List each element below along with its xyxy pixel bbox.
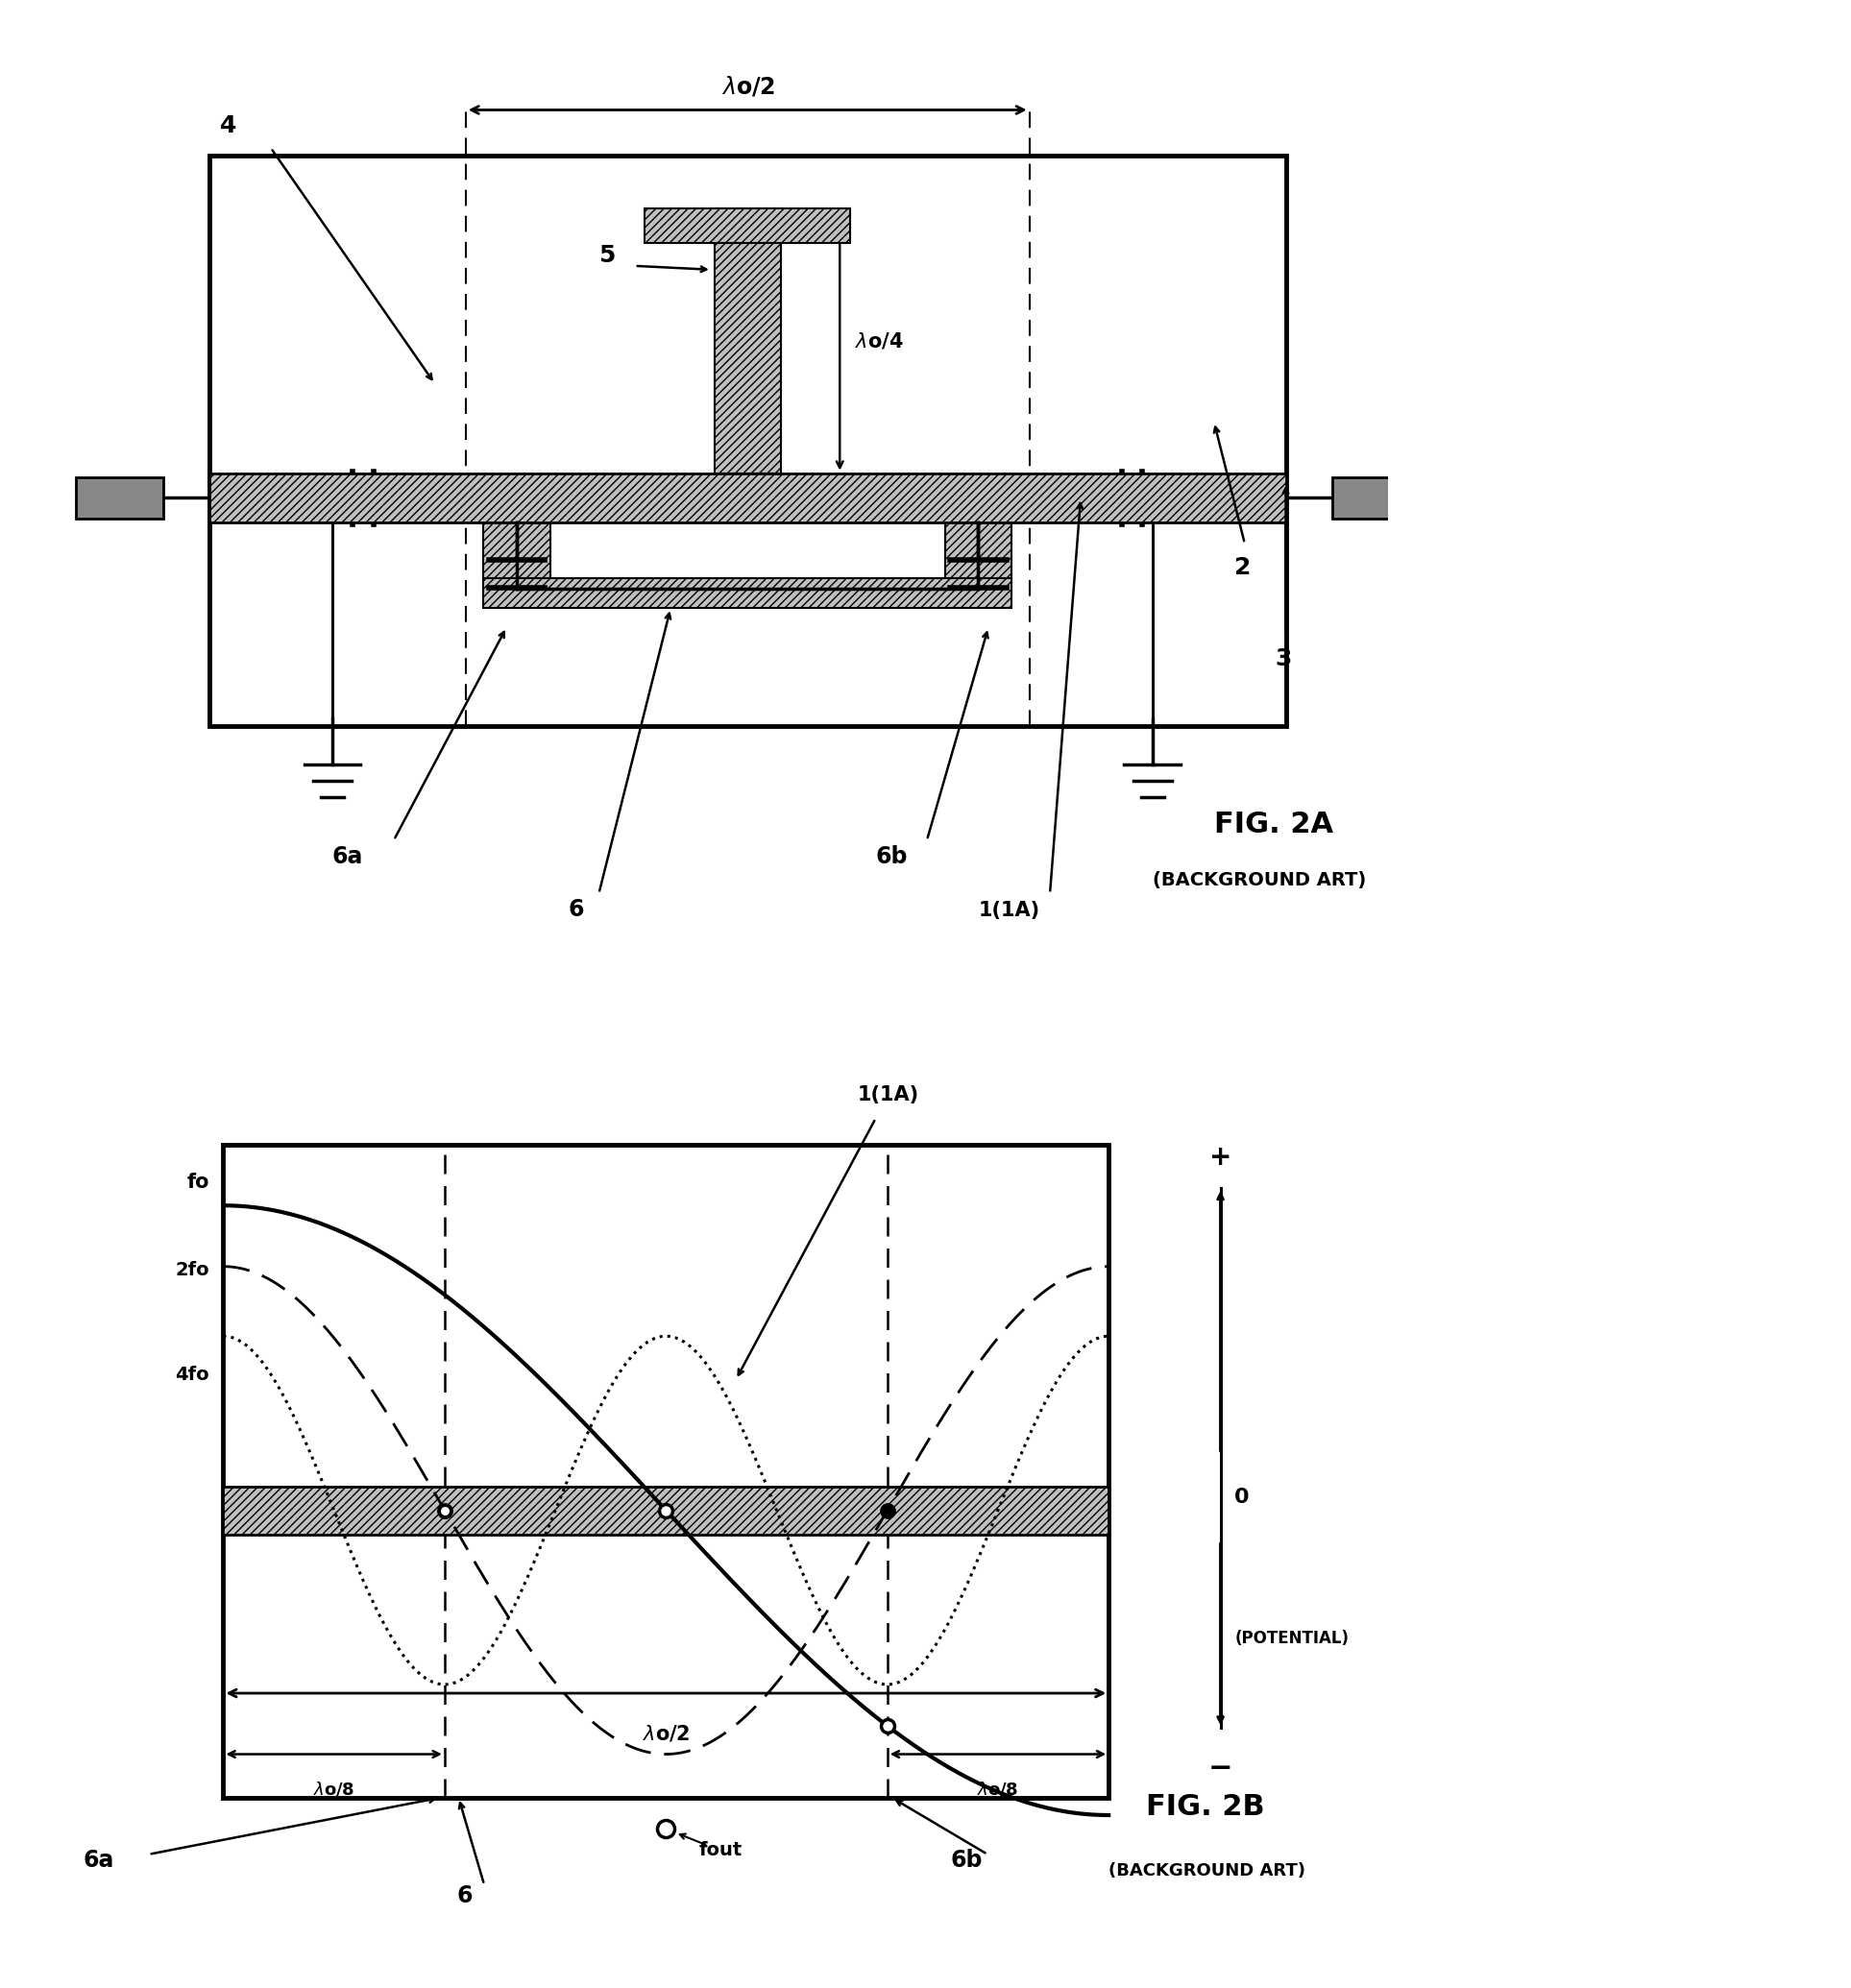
Text: −: − bbox=[1209, 1753, 1233, 1781]
Text: 6b: 6b bbox=[950, 1849, 983, 1873]
Text: 2: 2 bbox=[1235, 557, 1251, 579]
Bar bbox=[76, 477, 163, 519]
Text: 5: 5 bbox=[600, 245, 616, 266]
Text: $\lambda$o/4: $\lambda$o/4 bbox=[855, 330, 903, 352]
Text: 6b: 6b bbox=[876, 845, 907, 869]
Bar bbox=[944, 523, 1011, 588]
Bar bbox=[483, 523, 550, 588]
Text: 1(1A): 1(1A) bbox=[977, 901, 1040, 920]
Text: $\lambda$o/2: $\lambda$o/2 bbox=[720, 74, 774, 99]
Bar bbox=[209, 155, 1286, 726]
Bar bbox=[714, 209, 781, 473]
Bar bbox=[224, 1487, 1109, 1535]
Text: 3: 3 bbox=[1275, 646, 1292, 670]
Text: 6: 6 bbox=[568, 899, 583, 920]
Text: 1(1A): 1(1A) bbox=[857, 1085, 918, 1105]
Text: fout: fout bbox=[698, 1841, 742, 1859]
Text: +: + bbox=[1209, 1143, 1231, 1171]
Text: $\lambda$o/8: $\lambda$o/8 bbox=[313, 1781, 355, 1799]
Text: 6a: 6a bbox=[83, 1849, 115, 1873]
Text: 6a: 6a bbox=[333, 845, 363, 869]
Text: (BACKGROUND ART): (BACKGROUND ART) bbox=[1109, 1863, 1305, 1881]
Text: 4fo: 4fo bbox=[176, 1366, 209, 1384]
Bar bbox=[209, 473, 1286, 523]
Text: (BACKGROUND ART): (BACKGROUND ART) bbox=[1153, 871, 1366, 889]
Text: FIG. 2A: FIG. 2A bbox=[1214, 811, 1333, 839]
Bar bbox=[644, 209, 850, 243]
Bar bbox=[483, 579, 1011, 608]
Bar bbox=[224, 1145, 1109, 1797]
Text: 4: 4 bbox=[220, 115, 237, 137]
Text: FIG. 2B: FIG. 2B bbox=[1146, 1793, 1264, 1821]
Text: fo: fo bbox=[187, 1173, 209, 1193]
Text: $\lambda$o/8: $\lambda$o/8 bbox=[977, 1781, 1018, 1799]
Bar bbox=[1333, 477, 1420, 519]
Text: 2fo: 2fo bbox=[176, 1260, 209, 1278]
Text: (POTENTIAL): (POTENTIAL) bbox=[1235, 1630, 1349, 1648]
Text: 0: 0 bbox=[1235, 1487, 1249, 1507]
Text: 6: 6 bbox=[457, 1885, 472, 1906]
Text: $\lambda$o/2: $\lambda$o/2 bbox=[642, 1724, 690, 1743]
